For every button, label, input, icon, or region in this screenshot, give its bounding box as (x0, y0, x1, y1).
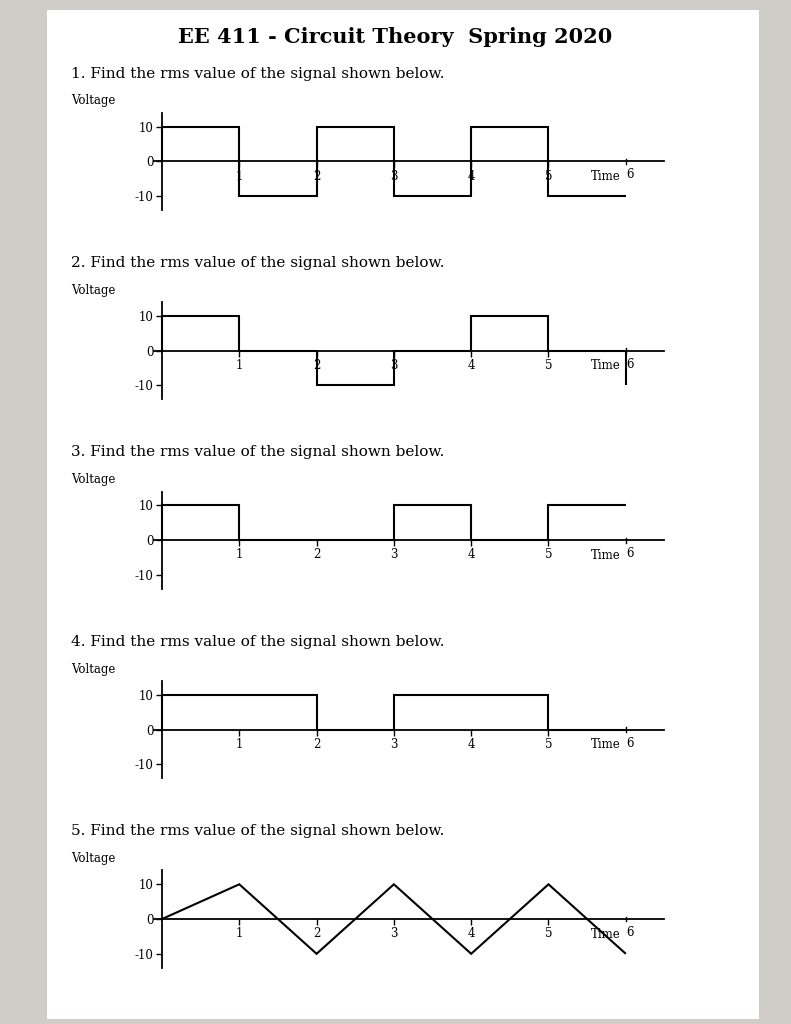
Text: Voltage: Voltage (71, 663, 115, 676)
Text: Time: Time (591, 359, 621, 373)
Text: EE 411 - Circuit Theory  Spring 2020: EE 411 - Circuit Theory Spring 2020 (179, 27, 612, 47)
Text: Time: Time (591, 549, 621, 562)
Text: Voltage: Voltage (71, 94, 115, 108)
Text: Time: Time (591, 170, 621, 183)
Text: Time: Time (591, 738, 621, 752)
Text: 6: 6 (626, 357, 634, 371)
Text: Time: Time (591, 928, 621, 941)
Text: 6: 6 (626, 926, 634, 939)
Text: 6: 6 (626, 168, 634, 181)
Text: 5. Find the rms value of the signal shown below.: 5. Find the rms value of the signal show… (71, 824, 445, 839)
Text: Voltage: Voltage (71, 852, 115, 865)
Text: 3. Find the rms value of the signal shown below.: 3. Find the rms value of the signal show… (71, 445, 445, 460)
Text: 6: 6 (626, 736, 634, 750)
Text: 2. Find the rms value of the signal shown below.: 2. Find the rms value of the signal show… (71, 256, 445, 270)
Text: Voltage: Voltage (71, 284, 115, 297)
Text: 4. Find the rms value of the signal shown below.: 4. Find the rms value of the signal show… (71, 635, 445, 649)
Text: 6: 6 (626, 547, 634, 560)
Text: Voltage: Voltage (71, 473, 115, 486)
Text: 1. Find the rms value of the signal shown below.: 1. Find the rms value of the signal show… (71, 67, 445, 81)
